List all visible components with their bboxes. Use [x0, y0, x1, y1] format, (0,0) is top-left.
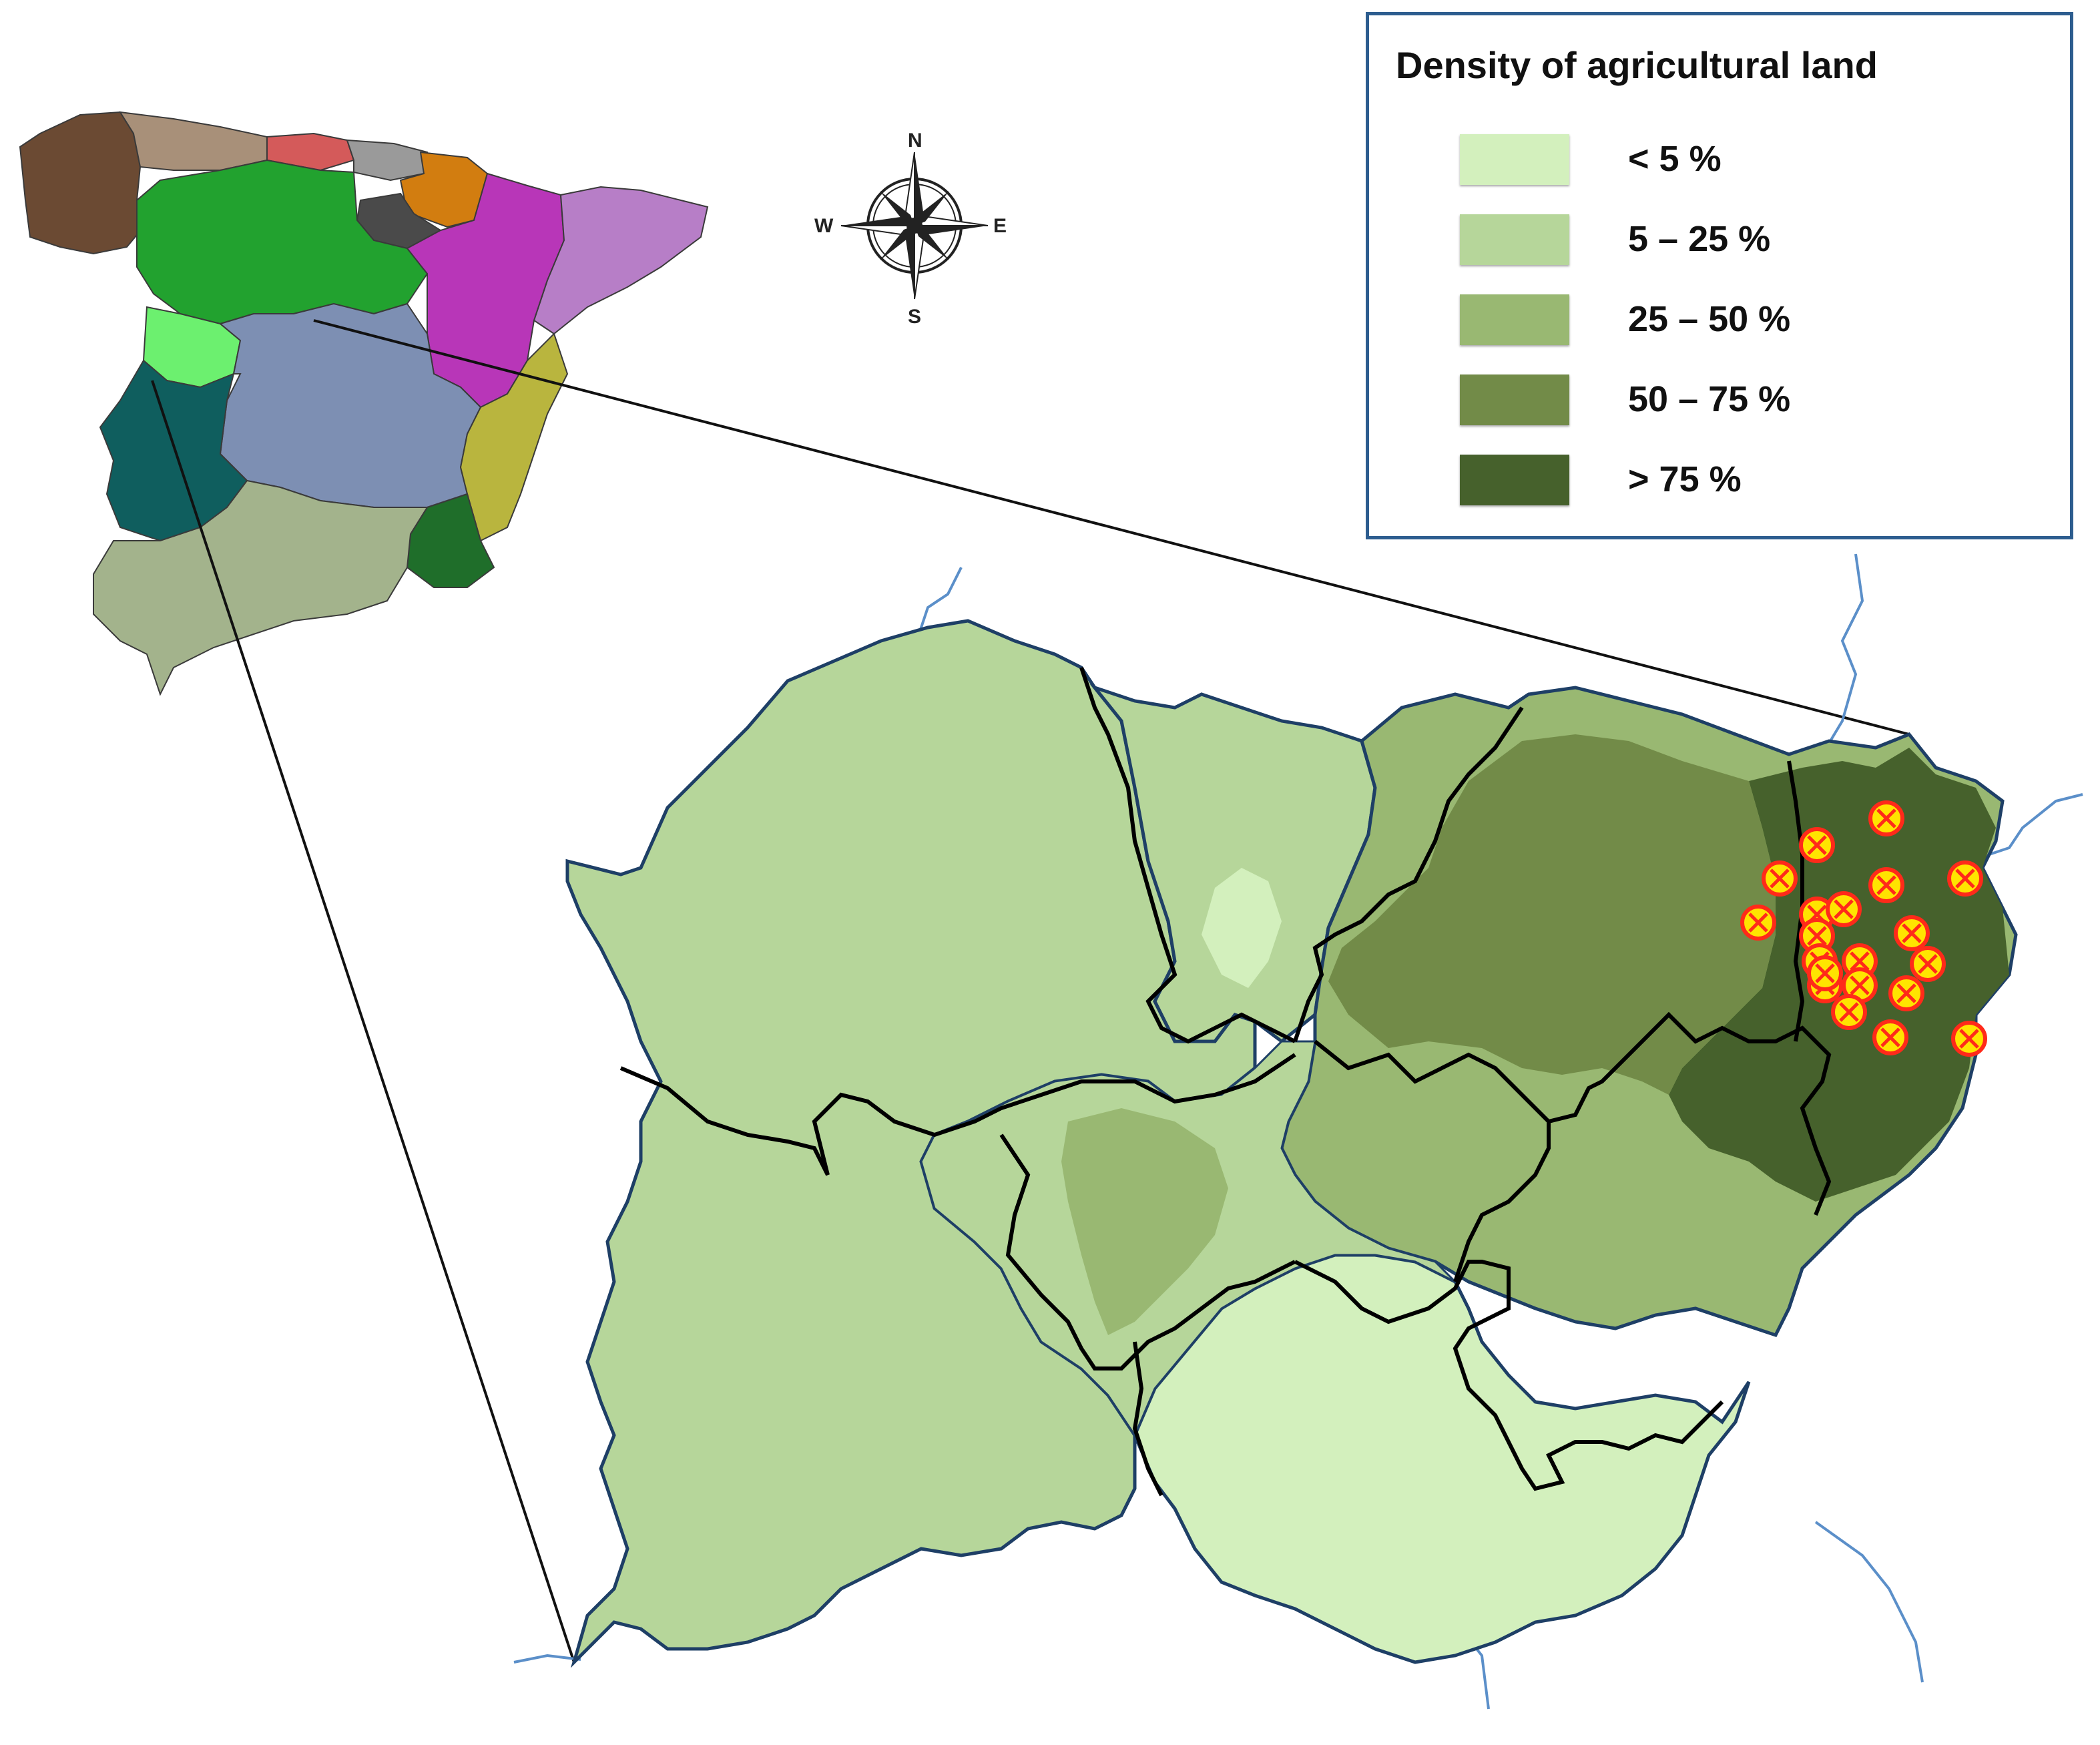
legend-label-gt75: > 75 %	[1628, 459, 1742, 499]
projection-line-top	[313, 319, 1910, 736]
inset-region-valencia	[459, 332, 569, 542]
compass-north-label: N	[908, 130, 923, 152]
projection-lines	[151, 319, 1910, 1663]
legend-swatch-50-75	[1460, 375, 1569, 425]
province-border-4	[999, 1134, 1296, 1370]
legend-swatch-lt5	[1460, 134, 1569, 185]
province-border-6	[1294, 1260, 1724, 1491]
legend-swatch-5-25	[1460, 214, 1569, 265]
compass-rose-icon: N S E W	[814, 130, 1007, 328]
legend-item-50-75: 50 – 75 %	[1460, 375, 2034, 428]
legend-swatch-25-50	[1460, 294, 1569, 345]
province-border-8	[1548, 1011, 1832, 1216]
legend-label-50-75: 50 – 75 %	[1628, 379, 1791, 419]
legend-item-5-25: 5 – 25 %	[1460, 214, 2034, 268]
legend-item-25-50: 25 – 50 %	[1460, 294, 2034, 348]
field-marker	[1894, 915, 1930, 951]
inset-region-catalonia	[533, 186, 709, 335]
field-marker	[1831, 994, 1867, 1030]
legend-item-gt75: > 75 %	[1460, 455, 2034, 508]
field-marker	[1910, 946, 1946, 982]
field-marker	[1947, 860, 1983, 897]
field-marker	[1951, 1021, 1987, 1057]
field-marker	[1799, 827, 1835, 863]
province-border-7	[1314, 1039, 1551, 1282]
field-marker	[1807, 955, 1843, 991]
legend-label-5-25: 5 – 25 %	[1628, 219, 1771, 259]
field-marker	[1868, 867, 1904, 903]
inset-region-navarre	[399, 151, 489, 228]
province-border-1	[1079, 667, 1296, 1044]
legend-label-25-50: 25 – 50 %	[1628, 299, 1791, 339]
river-southwest	[513, 1654, 581, 1664]
inset-region-basque	[346, 139, 429, 182]
province-border-2	[1293, 706, 1524, 1042]
compass-east-label: E	[993, 215, 1007, 237]
field-marker	[1740, 905, 1776, 941]
zone-mid-pocket	[1061, 1108, 1228, 1335]
inset-spain-map	[19, 111, 709, 696]
field-marker	[1872, 1019, 1908, 1055]
legend-item-lt5: < 5 %	[1460, 134, 2034, 188]
legend-label-lt5: < 5 %	[1628, 139, 1722, 179]
inset-region-andalusia	[93, 479, 429, 696]
legend: Density of agricultural land < 5 % 5 – 2…	[1366, 12, 2073, 539]
field-marker	[1799, 918, 1835, 954]
inset-region-galicia	[19, 111, 145, 255]
zone-dense-ring	[1328, 734, 1776, 1095]
river-east	[1989, 793, 2083, 856]
field-marker	[1888, 975, 1924, 1011]
field-markers	[1740, 800, 1987, 1057]
province-border-5	[1132, 1341, 1163, 1497]
main-density-map	[513, 553, 2083, 1710]
zone-light-pocket	[1202, 868, 1282, 988]
field-marker	[1868, 800, 1904, 836]
legend-title: Density of agricultural land	[1396, 44, 1878, 86]
province-border-3	[619, 1053, 1296, 1176]
projection-line-bottom	[151, 380, 575, 1663]
field-marker	[1826, 891, 1862, 927]
compass-south-label: S	[908, 306, 921, 328]
inset-region-asturias	[119, 111, 268, 171]
compass-west-label: W	[814, 215, 834, 237]
province-borders	[619, 667, 1832, 1497]
field-marker	[1762, 860, 1798, 897]
river-southeast	[1814, 1521, 1924, 1683]
legend-swatch-gt75	[1460, 455, 1569, 505]
